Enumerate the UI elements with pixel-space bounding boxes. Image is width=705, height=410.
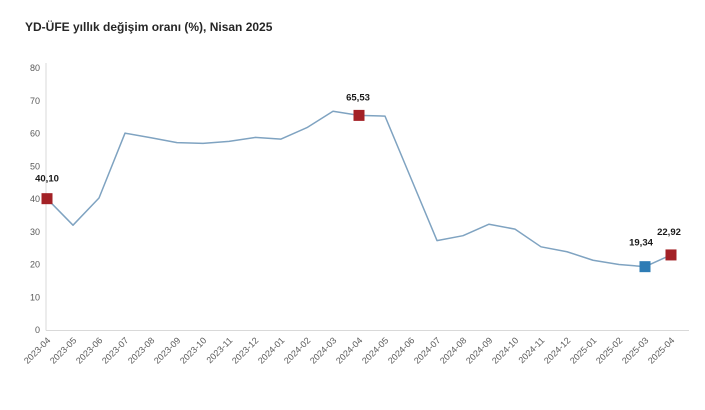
- x-tick-label: 2024-09: [464, 335, 494, 365]
- data-series-line: [46, 110, 672, 268]
- x-tick-label: 2024-04: [334, 335, 364, 365]
- series-polyline: [46, 110, 672, 268]
- x-tick-label: 2023-10: [178, 335, 208, 365]
- y-tick-label: 30: [30, 227, 40, 237]
- x-tick-label: 2025-02: [594, 335, 624, 365]
- data-point-label-2024-04: 65,53: [346, 92, 370, 103]
- data-point-label-2023-04: 40,10: [35, 174, 59, 185]
- x-tick-label: 2023-12: [230, 335, 260, 365]
- x-tick-label: 2023-06: [74, 335, 104, 365]
- x-tick-label: 2025-04: [646, 335, 676, 365]
- data-point-labels: 40,10 65,53 19,34 22,92: [35, 92, 681, 248]
- data-point-label-2025-03: 19,34: [629, 238, 653, 249]
- y-tick-label: 80: [30, 63, 40, 73]
- x-tick-label: 2025-01: [568, 335, 598, 365]
- y-tick-label: 0: [35, 325, 40, 335]
- data-point-marker-2025-03: [639, 261, 651, 273]
- x-tick-label: 2024-12: [542, 335, 572, 365]
- x-tick-label: 2023-11: [204, 335, 234, 365]
- x-tick-label: 2023-04: [22, 335, 52, 365]
- data-point-marker-2023-04: [41, 193, 53, 205]
- x-tick-label: 2024-10: [490, 335, 520, 365]
- x-tick-label: 2023-05: [48, 335, 78, 365]
- y-tick-label: 20: [30, 260, 40, 270]
- x-tick-labels: 2023-042023-052023-062023-072023-082023-…: [22, 335, 676, 365]
- x-tick-label: 2024-02: [282, 335, 312, 365]
- y-tick-label: 70: [30, 96, 40, 106]
- x-tick-label: 2024-07: [412, 335, 442, 365]
- y-tick-label: 40: [30, 194, 40, 204]
- x-tick-label: 2024-01: [256, 335, 286, 365]
- data-point-marker-2025-04: [665, 249, 677, 261]
- chart-title: YD-ÜFE yıllık değişim oranı (%), Nisan 2…: [25, 19, 273, 34]
- x-tick-label: 2024-05: [360, 335, 390, 365]
- x-tick-label: 2025-03: [620, 335, 650, 365]
- y-tick-label: 50: [30, 161, 40, 171]
- x-tick-label: 2023-08: [126, 335, 156, 365]
- data-point-markers: [41, 109, 677, 273]
- data-point-marker-2024-04: [353, 109, 365, 121]
- y-tick-labels: 0 10 20 30 40 50 60 70 80: [30, 63, 40, 335]
- y-tick-label: 10: [30, 292, 40, 302]
- x-tick-label: 2024-03: [308, 335, 338, 365]
- x-tick-label: 2024-08: [438, 335, 468, 365]
- x-tick-label: 2023-07: [100, 335, 130, 365]
- data-point-label-2025-04: 22,92: [657, 227, 681, 238]
- x-tick-label: 2023-09: [152, 335, 182, 365]
- x-tick-label: 2024-06: [386, 335, 416, 365]
- y-tick-label: 60: [30, 129, 40, 139]
- x-tick-label: 2024-11: [516, 335, 546, 365]
